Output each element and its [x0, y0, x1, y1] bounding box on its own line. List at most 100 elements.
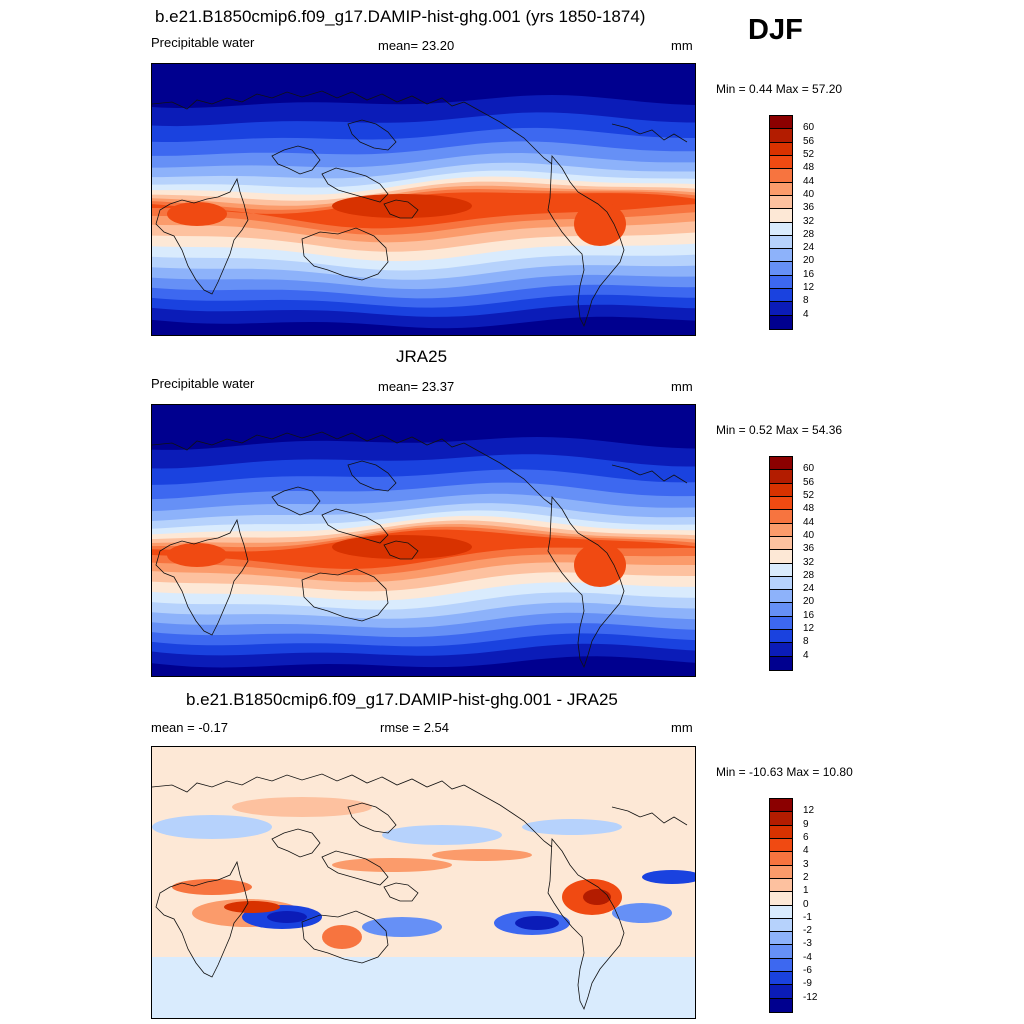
season-label: DJF: [748, 14, 803, 46]
colorbar-tick-label: 36: [803, 543, 815, 555]
colorbar-swatch: [770, 590, 792, 604]
colorbar-swatch: [770, 878, 792, 893]
colorbar-tick-label: 9: [803, 818, 809, 830]
colorbar-swatch: [770, 289, 792, 303]
colorbar-swatch: [770, 275, 792, 290]
colorbar-tick-label: 12: [803, 805, 815, 817]
panel-model-title: b.e21.B1850cmip6.f09_g17.DAMIP-hist-ghg.…: [155, 7, 646, 26]
panel-model-colorbar: [769, 115, 793, 330]
colorbar-swatch: [770, 563, 792, 577]
panel-obs-mean-label: mean= 23.37: [378, 379, 455, 394]
colorbar-swatch: [770, 972, 792, 986]
colorbar-swatch: [770, 812, 792, 826]
colorbar-tick-label: 28: [803, 569, 815, 581]
colorbar-tick-label: 32: [803, 215, 815, 227]
colorbar-tick-label: 48: [803, 503, 815, 515]
colorbar-tick-label: 60: [803, 122, 815, 134]
colorbar-tick-label: 28: [803, 228, 815, 240]
colorbar-tick-label: 6: [803, 831, 809, 843]
colorbar-tick-label: 12: [803, 623, 815, 635]
colorbar-tick-label: 44: [803, 175, 815, 187]
colorbar-tick-label: 52: [803, 489, 815, 501]
panel-obs-colorbar-labels: 60 56 52 48 44 40 36 32 28 24 20 16 12 8 4: [803, 456, 843, 669]
panel-obs-colorbar: [769, 456, 793, 671]
colorbar-swatch: [770, 155, 792, 170]
colorbar-swatch: [770, 852, 792, 866]
colorbar-swatch: [770, 998, 792, 1012]
panel-diff-rmse-label: rmse = 2.54: [380, 720, 450, 735]
panel-model-units-label: mm: [671, 38, 693, 53]
colorbar-tick-label: 56: [803, 476, 815, 488]
panel-diff-colorbar: [769, 798, 793, 1013]
panel-obs-title: JRA25: [396, 347, 448, 366]
colorbar-swatch: [770, 129, 792, 143]
colorbar-tick-label: 40: [803, 188, 815, 200]
colorbar-tick-label: 24: [803, 583, 815, 595]
colorbar-swatch: [770, 799, 792, 813]
panel-model-variable-label: Precipitable water: [151, 35, 255, 50]
colorbar-swatch: [770, 630, 792, 644]
colorbar-swatch: [770, 483, 792, 497]
colorbar-swatch: [770, 169, 792, 183]
colorbar-tick-label: 4: [803, 308, 809, 320]
colorbar-tick-label: 8: [803, 636, 809, 648]
colorbar-swatch: [770, 905, 792, 919]
colorbar-swatch: [770, 510, 792, 524]
colorbar-swatch: [770, 195, 792, 210]
colorbar-swatch: [770, 470, 792, 484]
colorbar-swatch: [770, 457, 792, 471]
colorbar-tick-label: 60: [803, 463, 815, 475]
colorbar-swatch: [770, 656, 792, 670]
colorbar-swatch: [770, 209, 792, 223]
panel-model-map: [151, 63, 696, 336]
panel-diff-mean-label: mean = -0.17: [151, 720, 228, 735]
colorbar-swatch: [770, 142, 792, 156]
colorbar-swatch: [770, 302, 792, 316]
colorbar-tick-label: 4: [803, 649, 809, 661]
colorbar-swatch: [770, 249, 792, 263]
colorbar-tick-label: 2: [803, 871, 809, 883]
panel-diff-units-label: mm: [671, 720, 693, 735]
colorbar-tick-label: 1: [803, 885, 809, 897]
colorbar-tick-label: -12: [803, 991, 818, 1003]
colorbar-tick-label: 24: [803, 242, 815, 254]
panel-diff-map: [151, 746, 696, 1019]
colorbar-tick-label: 48: [803, 162, 815, 174]
colorbar-swatch: [770, 576, 792, 591]
colorbar-swatch: [770, 918, 792, 933]
panel-model-colorbar-labels: 60 56 52 48 44 40 36 32 28 24 20 16 12 8 4: [803, 115, 843, 328]
colorbar-swatch: [770, 603, 792, 617]
colorbar-swatch: [770, 616, 792, 631]
colorbar-tick-label: 40: [803, 529, 815, 541]
colorbar-swatch: [770, 235, 792, 250]
colorbar-swatch: [770, 496, 792, 511]
colorbar-swatch: [770, 116, 792, 130]
panel-model-minmax: Min = 0.44 Max = 57.20: [716, 82, 843, 96]
colorbar-tick-label: -4: [803, 951, 812, 963]
colorbar-swatch: [770, 550, 792, 564]
colorbar-tick-label: -1: [803, 911, 812, 923]
colorbar-swatch: [770, 643, 792, 657]
colorbar-tick-label: -2: [803, 925, 812, 937]
panel-obs-variable-label: Precipitable water: [151, 376, 255, 391]
colorbar-tick-label: 12: [803, 282, 815, 294]
panel-obs-map: [151, 404, 696, 677]
colorbar-swatch: [770, 985, 792, 999]
colorbar-tick-label: -6: [803, 965, 812, 977]
colorbar-tick-label: 16: [803, 609, 815, 621]
colorbar-tick-label: 16: [803, 268, 815, 280]
panel-obs-units-label: mm: [671, 379, 693, 394]
colorbar-tick-label: 0: [803, 898, 809, 910]
colorbar-tick-label: 8: [803, 295, 809, 307]
colorbar-swatch: [770, 892, 792, 906]
colorbar-tick-label: 4: [803, 845, 809, 857]
colorbar-swatch: [770, 222, 792, 236]
panel-model-mean-label: mean= 23.20: [378, 38, 455, 53]
colorbar-tick-label: 32: [803, 556, 815, 568]
colorbar-swatch: [770, 262, 792, 276]
colorbar-tick-label: 56: [803, 135, 815, 147]
colorbar-tick-label: 3: [803, 858, 809, 870]
colorbar-swatch: [770, 958, 792, 973]
colorbar-swatch: [770, 825, 792, 839]
colorbar-tick-label: -3: [803, 938, 812, 950]
